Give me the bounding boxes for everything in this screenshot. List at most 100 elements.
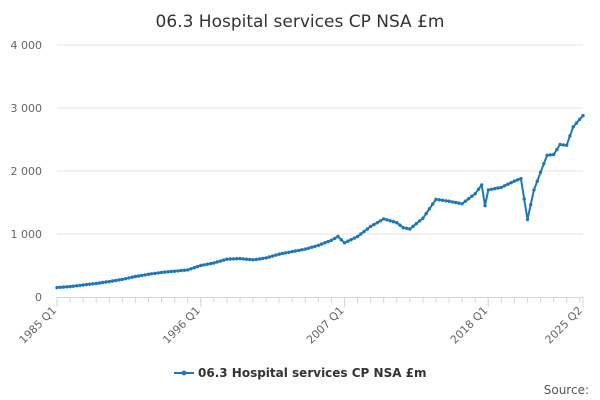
data-point[interactable] — [277, 252, 281, 256]
data-point[interactable] — [316, 243, 321, 247]
data-point[interactable] — [440, 198, 445, 202]
data-point[interactable] — [578, 117, 582, 122]
data-point[interactable] — [447, 199, 451, 203]
data-point[interactable] — [561, 143, 566, 147]
data-point[interactable] — [61, 285, 66, 289]
data-point[interactable] — [453, 200, 458, 205]
data-point[interactable] — [110, 279, 115, 283]
data-point[interactable] — [120, 277, 125, 282]
data-point[interactable] — [421, 216, 425, 220]
data-point[interactable] — [368, 224, 373, 229]
data-point[interactable] — [202, 263, 206, 267]
data-point[interactable] — [205, 262, 209, 266]
data-point[interactable] — [97, 281, 102, 285]
data-point[interactable] — [143, 273, 147, 277]
data-point[interactable] — [365, 227, 370, 231]
data-point[interactable] — [417, 219, 422, 223]
data-point[interactable] — [104, 280, 108, 284]
data-point[interactable] — [414, 221, 419, 226]
data-point[interactable] — [163, 270, 167, 274]
data-point[interactable] — [532, 188, 536, 192]
data-point[interactable] — [388, 219, 392, 223]
data-point[interactable] — [94, 281, 98, 286]
data-point[interactable] — [463, 199, 468, 203]
data-point[interactable] — [382, 217, 386, 221]
data-point[interactable] — [176, 269, 180, 273]
data-point[interactable] — [480, 183, 484, 187]
data-point[interactable] — [290, 249, 294, 254]
data-point[interactable] — [486, 188, 490, 192]
data-point[interactable] — [146, 272, 151, 276]
data-point[interactable] — [496, 186, 500, 190]
data-point[interactable] — [525, 217, 530, 222]
data-point[interactable] — [444, 199, 448, 203]
data-point[interactable] — [150, 272, 154, 276]
data-point[interactable] — [349, 238, 353, 242]
data-point[interactable] — [225, 257, 229, 261]
data-point[interactable] — [274, 253, 278, 257]
data-point[interactable] — [65, 285, 69, 289]
data-point[interactable] — [55, 285, 59, 290]
data-point[interactable] — [326, 239, 330, 244]
data-point[interactable] — [192, 266, 196, 270]
data-point[interactable] — [182, 268, 187, 272]
data-point[interactable] — [101, 280, 105, 285]
data-point[interactable] — [310, 245, 314, 249]
data-point[interactable] — [264, 256, 268, 260]
data-point[interactable] — [574, 121, 579, 125]
data-point[interactable] — [395, 221, 399, 225]
data-point[interactable] — [130, 275, 134, 279]
data-point[interactable] — [473, 192, 477, 196]
data-point[interactable] — [323, 241, 327, 245]
data-point[interactable] — [516, 178, 520, 182]
data-point[interactable] — [424, 211, 428, 216]
data-point[interactable] — [71, 284, 76, 288]
data-point[interactable] — [336, 234, 340, 239]
data-point[interactable] — [529, 203, 533, 207]
data-point[interactable] — [189, 267, 193, 271]
data-point[interactable] — [408, 227, 412, 231]
data-point[interactable] — [542, 162, 546, 166]
data-point[interactable] — [238, 256, 242, 261]
data-point[interactable] — [114, 278, 118, 283]
data-point[interactable] — [208, 261, 213, 266]
data-point[interactable] — [169, 269, 173, 274]
data-point[interactable] — [565, 143, 569, 147]
data-point[interactable] — [319, 242, 324, 246]
legend[interactable]: 06.3 Hospital services CP NSA £m — [174, 366, 427, 380]
data-point[interactable] — [215, 260, 219, 264]
data-point[interactable] — [58, 285, 62, 289]
data-point[interactable] — [254, 257, 258, 262]
data-point[interactable] — [568, 134, 572, 138]
data-point[interactable] — [571, 125, 575, 129]
data-point[interactable] — [398, 223, 402, 227]
data-point[interactable] — [339, 238, 343, 242]
data-point[interactable] — [538, 170, 543, 174]
data-point[interactable] — [522, 197, 526, 201]
data-point[interactable] — [172, 269, 177, 273]
data-point[interactable] — [199, 263, 203, 268]
data-point[interactable] — [431, 202, 435, 206]
data-point[interactable] — [81, 283, 85, 287]
data-point[interactable] — [267, 255, 272, 259]
data-point[interactable] — [502, 184, 507, 188]
data-point[interactable] — [313, 244, 317, 248]
data-point[interactable] — [153, 271, 157, 276]
data-point[interactable] — [303, 247, 307, 251]
data-point[interactable] — [107, 279, 112, 284]
data-point[interactable] — [270, 254, 275, 258]
data-point[interactable] — [195, 264, 200, 269]
data-point[interactable] — [231, 257, 236, 261]
data-point[interactable] — [535, 179, 539, 183]
data-point[interactable] — [385, 218, 389, 222]
data-point[interactable] — [287, 250, 291, 254]
data-point[interactable] — [359, 232, 363, 236]
data-point[interactable] — [91, 282, 95, 286]
data-point[interactable] — [127, 276, 131, 280]
data-point[interactable] — [460, 202, 464, 206]
data-point[interactable] — [297, 248, 301, 253]
data-point[interactable] — [581, 113, 585, 118]
data-point[interactable] — [186, 268, 190, 272]
data-point[interactable] — [88, 282, 92, 286]
data-point[interactable] — [261, 256, 265, 261]
